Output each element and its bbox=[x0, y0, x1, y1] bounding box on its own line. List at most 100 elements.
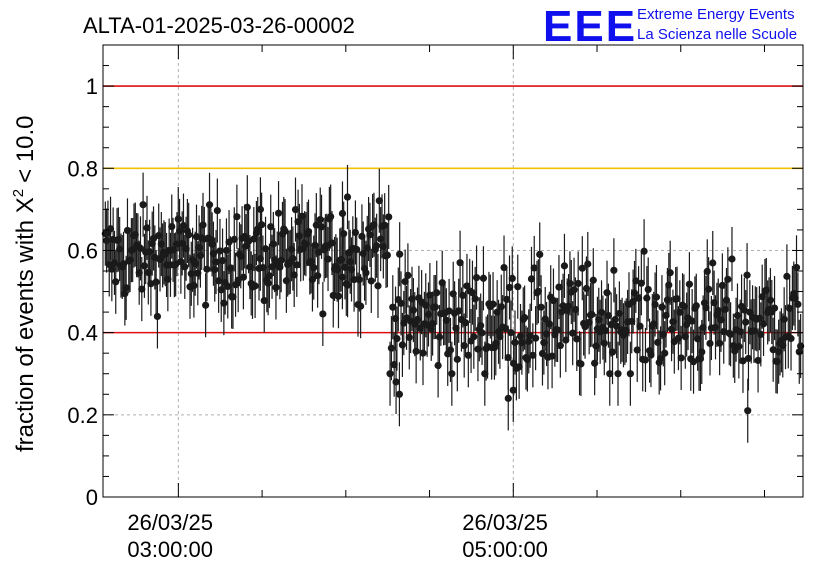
data-point bbox=[584, 260, 592, 268]
data-point bbox=[606, 370, 614, 378]
data-point bbox=[608, 348, 617, 356]
data-point bbox=[395, 390, 404, 398]
data-point bbox=[392, 378, 400, 386]
data-point bbox=[589, 276, 597, 284]
data-point bbox=[661, 349, 669, 357]
data-point bbox=[181, 263, 189, 271]
data-point bbox=[461, 319, 470, 327]
data-point bbox=[703, 267, 711, 276]
data-point bbox=[626, 370, 634, 378]
data-point bbox=[269, 240, 277, 248]
data-point bbox=[685, 280, 694, 288]
data-point bbox=[291, 205, 300, 214]
data-point bbox=[698, 348, 706, 356]
data-point bbox=[143, 224, 151, 232]
data-point bbox=[290, 271, 298, 279]
data-point bbox=[611, 315, 619, 324]
data-point bbox=[658, 303, 666, 311]
data-point bbox=[743, 271, 751, 279]
data-point bbox=[400, 319, 408, 327]
data-point bbox=[264, 279, 272, 287]
data-point bbox=[706, 339, 714, 348]
data-point bbox=[446, 346, 455, 354]
data-point bbox=[239, 273, 247, 281]
y-tick-label: 0.2 bbox=[67, 403, 98, 428]
data-point bbox=[537, 303, 545, 311]
data-point bbox=[274, 209, 283, 217]
data-point bbox=[220, 299, 228, 307]
data-point bbox=[340, 230, 348, 238]
data-point bbox=[140, 262, 149, 270]
data-point bbox=[229, 293, 237, 301]
data-point bbox=[783, 272, 791, 280]
data-point bbox=[529, 351, 537, 359]
data-point bbox=[604, 312, 612, 320]
data-point bbox=[727, 330, 735, 338]
data-point bbox=[633, 346, 641, 354]
data-point bbox=[224, 282, 232, 291]
data-point bbox=[636, 322, 644, 330]
data-point bbox=[168, 222, 176, 231]
data-point bbox=[433, 289, 441, 297]
data-point bbox=[489, 300, 497, 308]
data-point bbox=[709, 259, 717, 267]
data-point bbox=[222, 246, 231, 255]
data-point bbox=[549, 296, 558, 305]
data-point bbox=[479, 274, 488, 282]
data-point bbox=[744, 354, 753, 363]
data-point bbox=[122, 284, 130, 292]
y-tick-label: 0 bbox=[86, 485, 98, 510]
data-point bbox=[472, 273, 481, 282]
data-point bbox=[243, 203, 251, 211]
data-point bbox=[555, 283, 563, 291]
data-point bbox=[112, 278, 120, 286]
data-point bbox=[213, 206, 221, 215]
data-point bbox=[281, 227, 289, 235]
data-point bbox=[267, 223, 275, 231]
data-point bbox=[728, 255, 736, 263]
data-point bbox=[251, 282, 259, 290]
data-point bbox=[455, 307, 463, 315]
data-point bbox=[468, 289, 477, 297]
data-point bbox=[435, 333, 444, 341]
data-point bbox=[355, 275, 363, 284]
data-point bbox=[324, 255, 332, 263]
data-point bbox=[578, 264, 586, 272]
data-point bbox=[456, 259, 464, 267]
data-point bbox=[190, 281, 198, 290]
data-point bbox=[757, 330, 765, 339]
x-tick-time: 05:00:00 bbox=[462, 537, 548, 562]
data-point bbox=[366, 231, 374, 239]
data-point bbox=[258, 221, 266, 229]
data-point bbox=[334, 292, 343, 300]
data-point bbox=[770, 304, 779, 312]
data-point bbox=[351, 228, 360, 237]
data-point bbox=[138, 285, 146, 293]
data-point bbox=[185, 231, 193, 239]
data-point bbox=[328, 239, 336, 247]
data-point bbox=[470, 333, 478, 341]
data-point bbox=[316, 215, 324, 224]
data-point bbox=[666, 269, 674, 277]
data-point bbox=[448, 370, 456, 378]
data-point bbox=[754, 356, 762, 365]
data-point bbox=[511, 338, 519, 347]
data-point bbox=[174, 215, 182, 223]
data-point bbox=[574, 279, 582, 288]
data-point bbox=[401, 277, 409, 286]
data-point bbox=[212, 258, 220, 266]
data-point bbox=[398, 341, 407, 349]
y-tick-label: 0.6 bbox=[67, 238, 98, 263]
data-point bbox=[652, 293, 661, 301]
data-point bbox=[566, 279, 574, 287]
data-point bbox=[314, 272, 322, 280]
data-point bbox=[637, 279, 645, 287]
y-axis-label: fraction of events with X2< 10.0 bbox=[10, 115, 39, 452]
data-point bbox=[514, 283, 522, 291]
data-point bbox=[570, 286, 578, 294]
data-point bbox=[338, 273, 346, 281]
data-point bbox=[769, 346, 777, 354]
data-point bbox=[702, 304, 710, 312]
